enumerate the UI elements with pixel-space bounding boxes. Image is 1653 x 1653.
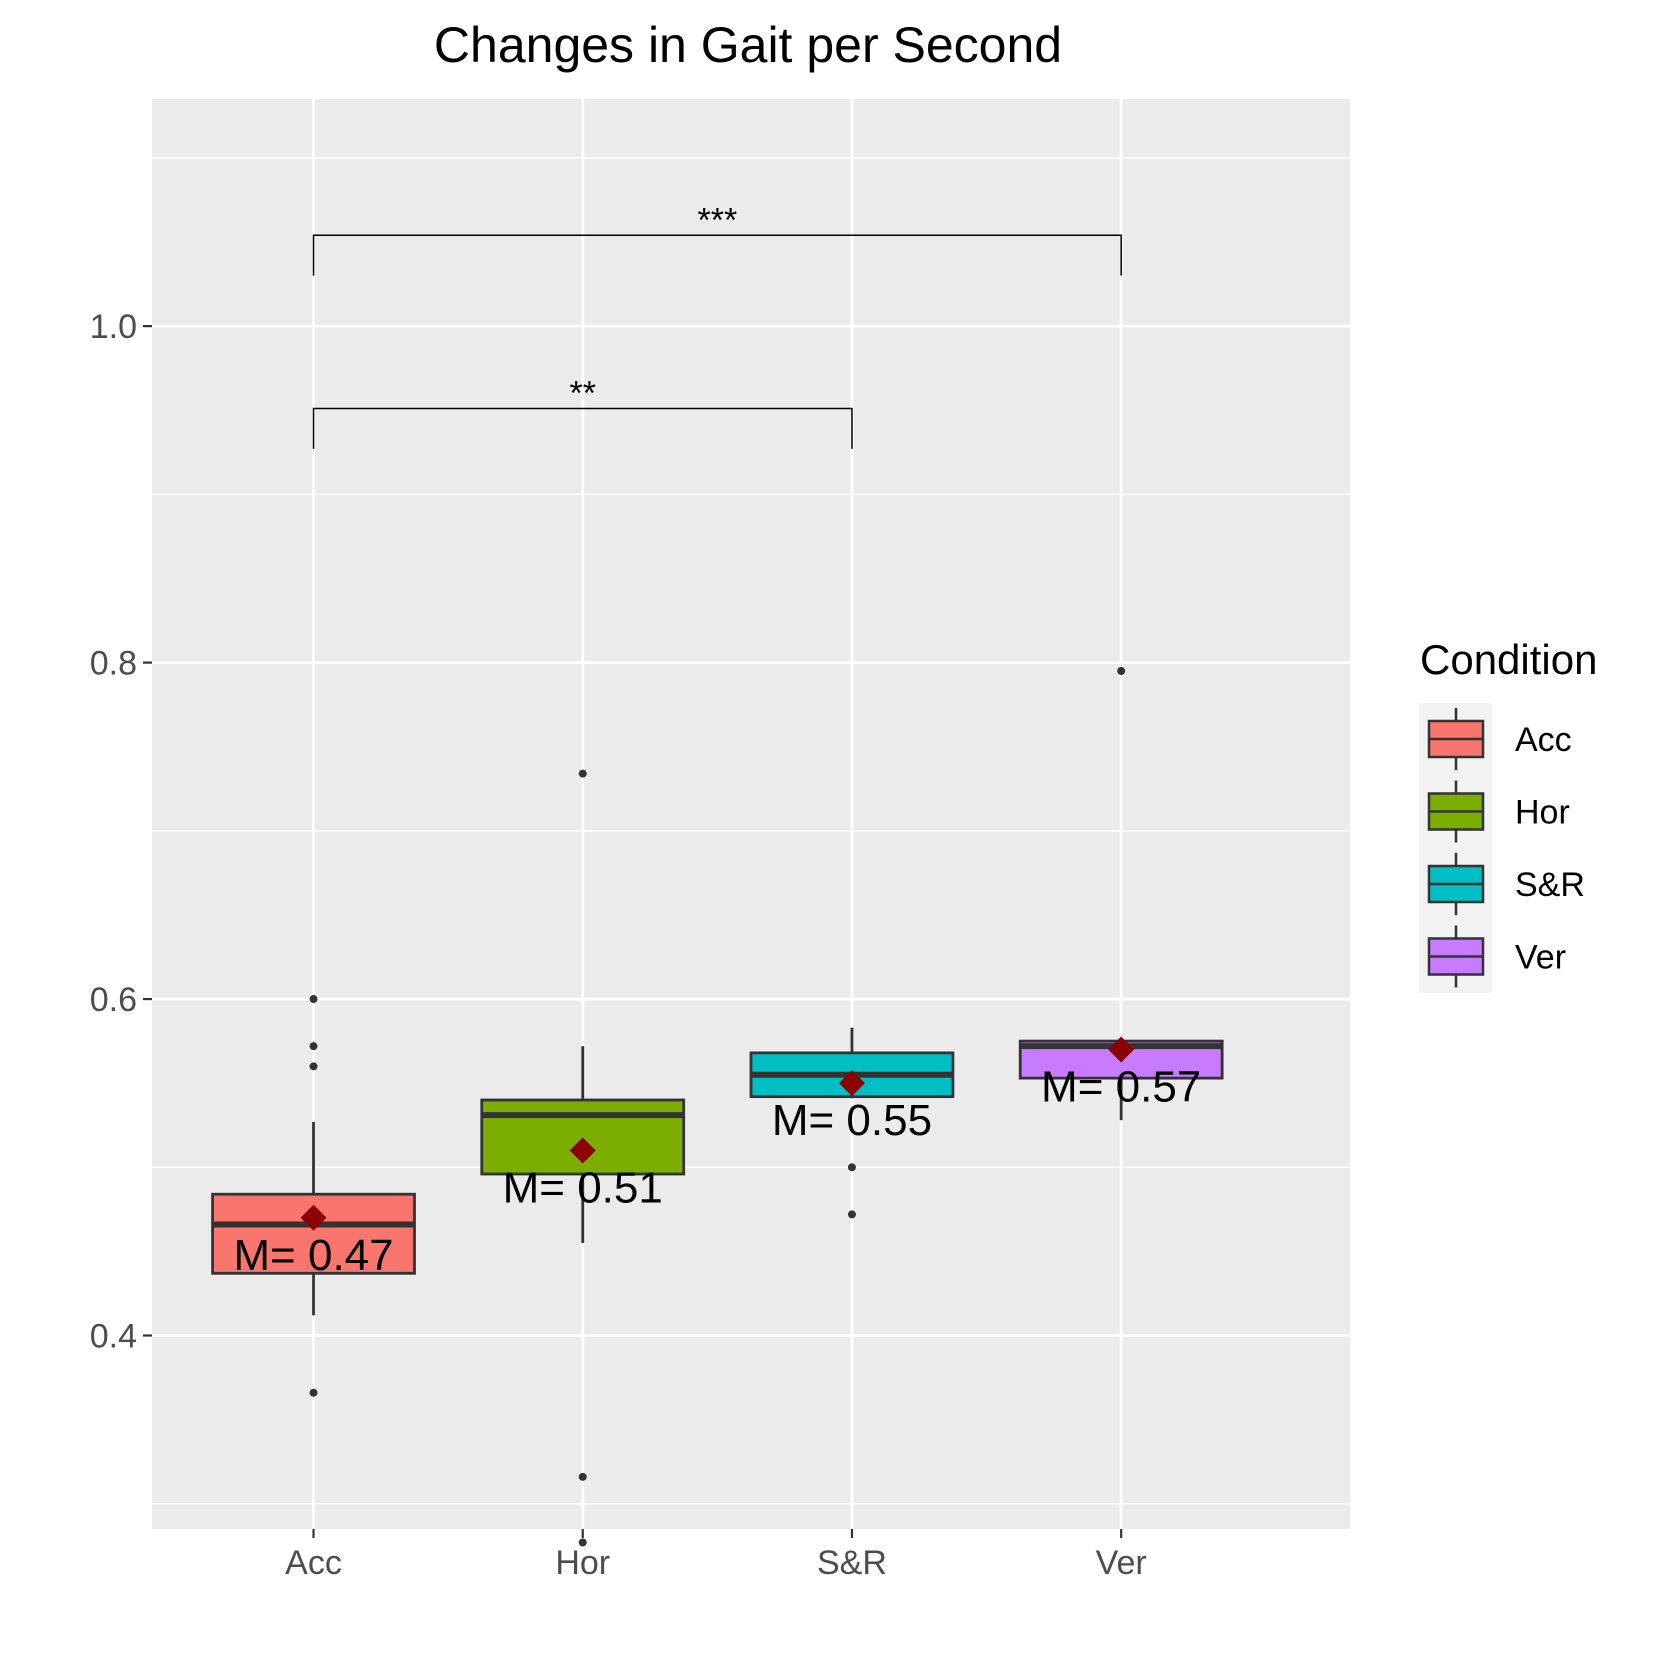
mean-marker [838,1070,865,1097]
x-tick-label: Ver [1096,1544,1147,1582]
significance-label: ** [570,375,596,413]
legend-label: S&R [1515,866,1585,904]
significance-brackets: ***** [312,201,1122,449]
legend-label: Hor [1515,794,1570,832]
x-tick-label: Acc [285,1544,342,1582]
outlier-point [578,1472,587,1481]
outlier-point [847,1210,856,1219]
x-tick-label: S&R [817,1544,887,1582]
y-tick-label: 0.8 [90,645,137,683]
significance-bracket [312,234,1122,276]
outlier-point [578,769,587,778]
outlier-point [309,1062,318,1071]
axes: 0.4 0.6 0.8 1.0 Acc Hor S&R Ver [90,308,1147,1582]
plot-panel [152,99,1350,1529]
mean-label: M= 0.55 [772,1096,932,1145]
box-layer: M= 0.47 M= 0.51 M= 0.55 M= 0.57 [211,667,1224,1547]
significance-bracket [312,407,853,449]
legend-title: Condition [1420,636,1597,683]
mean-marker [569,1137,596,1164]
outlier-point [309,1042,318,1051]
outlier-point [847,1163,856,1172]
legend-label: Acc [1515,721,1572,759]
y-tick-label: 0.6 [90,981,137,1019]
outlier-point [309,1388,318,1397]
y-tick-label: 0.4 [90,1318,137,1356]
x-tick-label: Hor [555,1544,610,1582]
mean-marker [300,1204,327,1231]
significance-label: *** [697,201,737,239]
legend: Condition Acc Hor S&R Ver [1419,636,1597,993]
chart-title: Changes in Gait per Second [434,17,1062,73]
mean-label: M= 0.47 [233,1231,393,1280]
mean-marker [1108,1036,1135,1063]
y-tick-label: 1.0 [90,308,137,346]
mean-label: M= 0.57 [1041,1063,1201,1112]
legend-label: Ver [1515,939,1566,977]
mean-label: M= 0.51 [503,1163,663,1212]
outlier-point [1117,667,1126,675]
outlier-point [578,1538,587,1547]
outlier-point [309,995,318,1004]
